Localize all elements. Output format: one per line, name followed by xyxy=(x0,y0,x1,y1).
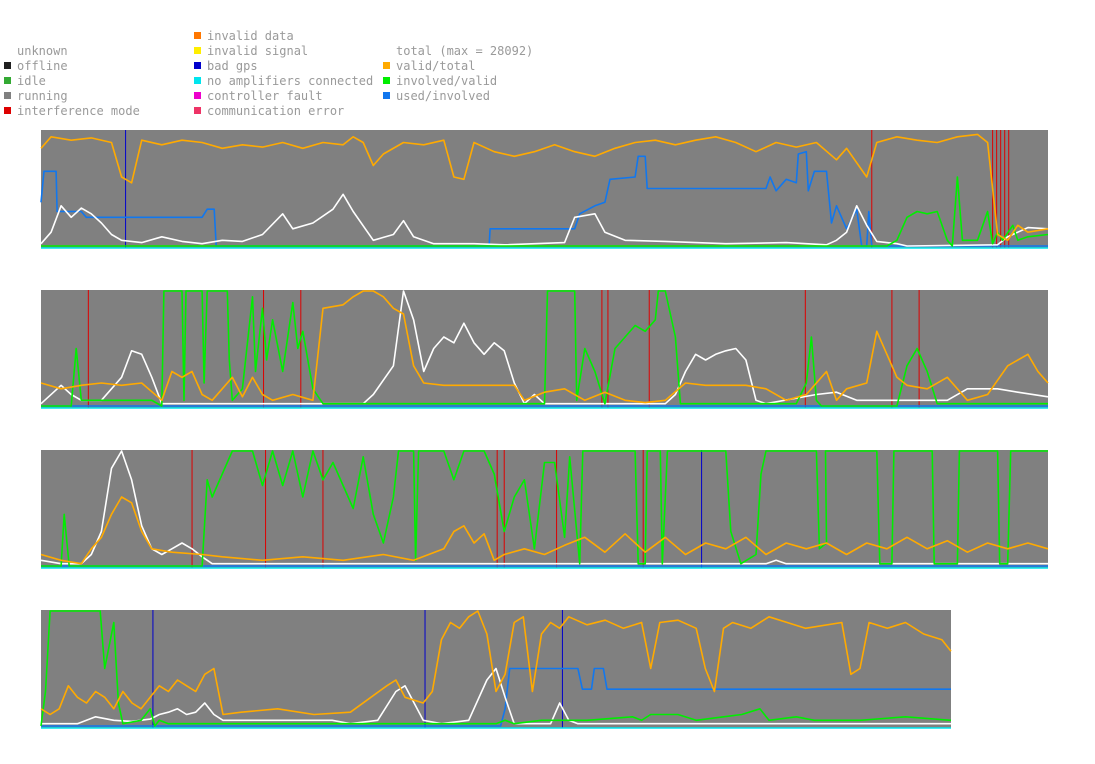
legend-label: no amplifiers connected xyxy=(207,74,374,88)
series-involved-valid xyxy=(40,610,952,727)
legend-swatch xyxy=(194,62,201,69)
series-involved-valid xyxy=(41,290,1048,407)
legend-label: controller fault xyxy=(207,89,323,103)
legend-label: idle xyxy=(17,74,46,88)
legend-item: unknown xyxy=(4,44,140,59)
legend-item: running xyxy=(4,89,140,104)
legend-faults: invalid data invalid signal bad gps no ampl… xyxy=(194,29,373,119)
legend-label: offline xyxy=(17,59,68,73)
series-total xyxy=(40,193,1049,247)
legend-swatch xyxy=(194,47,201,54)
chart-panel-2 xyxy=(40,290,1049,409)
legend-label: invalid signal xyxy=(207,44,309,58)
legend-label: unknown xyxy=(17,44,68,58)
legend-swatch xyxy=(4,77,11,84)
legend-label: running xyxy=(17,89,68,103)
legend-swatch xyxy=(383,77,390,84)
chart-panel-4 xyxy=(40,610,952,729)
legend-item: offline xyxy=(4,59,140,74)
legend-swatch xyxy=(4,107,11,114)
legend-label: total (max = 28092) xyxy=(396,44,534,58)
series-valid-total xyxy=(40,496,1049,565)
legend-swatch xyxy=(383,92,390,99)
legend-label: invalid data xyxy=(207,29,294,43)
legend-swatch xyxy=(4,62,11,69)
legend-label: used/involved xyxy=(396,89,490,103)
legend-item: total (max = 28092) xyxy=(383,44,533,59)
legend-label: interference mode xyxy=(17,104,140,118)
series-involved-valid xyxy=(41,176,1049,247)
legend-swatch xyxy=(194,107,201,114)
legend-swatch xyxy=(4,92,11,99)
legend-item: communication error xyxy=(194,104,373,119)
series-total xyxy=(40,290,1049,405)
legend-item: interference mode xyxy=(4,104,140,119)
legend-swatch xyxy=(194,32,201,39)
legend-swatch xyxy=(194,77,201,84)
series-total xyxy=(40,450,1048,565)
legend-item: used/involved xyxy=(383,89,533,104)
legend-item: idle xyxy=(4,74,140,89)
series-valid-total xyxy=(40,610,952,716)
legend-item: valid/total xyxy=(383,59,533,74)
series-used-involved xyxy=(41,667,951,727)
legend-label: communication error xyxy=(207,104,345,118)
legend-item: involved/valid xyxy=(383,74,533,89)
legend-swatch xyxy=(194,92,201,99)
legend-swatch xyxy=(383,62,390,69)
legend-item: controller fault xyxy=(194,89,373,104)
legend-item: no amplifiers connected xyxy=(194,74,373,89)
chart-panel-1 xyxy=(40,130,1049,249)
series-involved-valid xyxy=(41,450,1048,567)
legend-item: bad gps xyxy=(194,59,373,74)
chart-panel-3 xyxy=(40,450,1049,569)
series-valid-total xyxy=(40,290,1049,404)
series-valid-total xyxy=(40,133,1049,242)
legend-label: valid/total xyxy=(396,59,476,73)
series-used-involved xyxy=(40,150,1048,247)
legend-status: unknown offline idle running interference mo… xyxy=(4,29,140,119)
legend-item: invalid signal xyxy=(194,44,373,59)
legend-label: involved/valid xyxy=(396,74,498,88)
legend-label: bad gps xyxy=(207,59,258,73)
legend-item: invalid data xyxy=(194,29,373,44)
legend-metrics: total (max = 28092) valid/total involved/v… xyxy=(383,29,533,104)
